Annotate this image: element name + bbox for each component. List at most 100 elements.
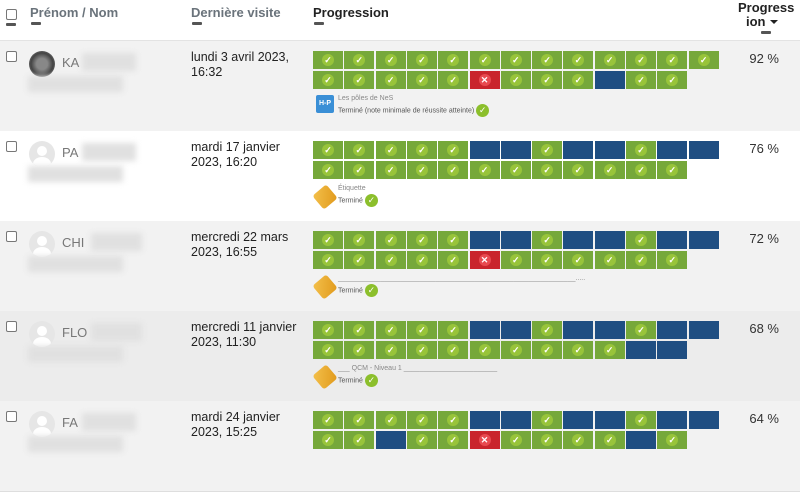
activity-cell-complete[interactable]: ✓	[500, 71, 531, 89]
activity-cell-complete[interactable]: ✓	[532, 51, 563, 69]
activity-cell-complete[interactable]: ✓	[344, 341, 375, 359]
activity-cell-complete[interactable]: ✓	[469, 161, 500, 179]
activity-cell-complete[interactable]: ✓	[563, 341, 594, 359]
activity-cell-complete[interactable]: ✓	[532, 341, 563, 359]
sort-last-visit[interactable]: Dernière visite	[191, 5, 281, 20]
activity-cell-complete[interactable]: ✓	[375, 251, 406, 269]
activity-cell-complete[interactable]: ✓	[626, 231, 656, 249]
collapse-icon[interactable]	[6, 23, 16, 26]
activity-cell-incomplete[interactable]	[594, 411, 625, 429]
student-name[interactable]: FA	[62, 415, 78, 430]
avatar[interactable]	[29, 321, 55, 347]
sort-percent[interactable]: Progress	[738, 0, 795, 15]
activity-cell-complete[interactable]: ✓	[626, 161, 656, 179]
activity-cell-complete[interactable]: ✓	[500, 161, 531, 179]
row-checkbox[interactable]	[6, 51, 17, 62]
row-checkbox[interactable]	[6, 231, 17, 242]
activity-cell-complete[interactable]: ✓	[313, 51, 343, 69]
activity-cell-incomplete[interactable]	[626, 431, 656, 449]
activity-cell-complete[interactable]: ✓	[657, 431, 688, 449]
activity-cell-complete[interactable]: ✓	[532, 251, 563, 269]
activity-cell-complete[interactable]: ✓	[563, 431, 594, 449]
activity-cell-complete[interactable]: ✓	[500, 51, 531, 69]
activity-cell-complete[interactable]: ✓	[313, 411, 343, 429]
activity-cell-incomplete[interactable]	[563, 141, 594, 159]
activity-cell-complete[interactable]: ✓	[438, 141, 469, 159]
student-name[interactable]: CHI	[62, 235, 85, 250]
activity-cell-incomplete[interactable]	[563, 321, 594, 339]
activity-cell-complete[interactable]: ✓	[438, 161, 469, 179]
activity-cell-complete[interactable]: ✓	[438, 341, 469, 359]
activity-cell-complete[interactable]: ✓	[375, 71, 406, 89]
activity-cell-incomplete[interactable]	[469, 411, 500, 429]
activity-cell-incomplete[interactable]	[657, 141, 688, 159]
activity-cell-complete[interactable]: ✓	[344, 231, 375, 249]
activity-cell-complete[interactable]: ✓	[594, 161, 625, 179]
activity-cell-complete[interactable]: ✓	[406, 231, 437, 249]
activity-cell-complete[interactable]: ✓	[313, 71, 343, 89]
activity-cell-complete[interactable]: ✓	[626, 141, 656, 159]
activity-cell-complete[interactable]: ✓	[375, 321, 406, 339]
activity-cell-complete[interactable]: ✓	[344, 411, 375, 429]
activity-cell-failed[interactable]: ✕	[469, 251, 500, 269]
student-name[interactable]: FLO	[62, 325, 88, 340]
activity-cell-complete[interactable]: ✓	[438, 411, 469, 429]
activity-cell-complete[interactable]: ✓	[313, 431, 343, 449]
activity-cell-complete[interactable]: ✓	[344, 251, 375, 269]
activity-cell-complete[interactable]: ✓	[313, 251, 343, 269]
activity-cell-incomplete[interactable]	[688, 231, 719, 249]
activity-cell-complete[interactable]: ✓	[657, 161, 688, 179]
sort-percent-cont[interactable]: ion	[746, 14, 766, 29]
activity-cell-complete[interactable]: ✓	[594, 341, 625, 359]
activity-cell-complete[interactable]: ✓	[344, 141, 375, 159]
activity-cell-complete[interactable]: ✓	[375, 231, 406, 249]
activity-cell-complete[interactable]: ✓	[532, 161, 563, 179]
activity-cell-complete[interactable]: ✓	[626, 51, 656, 69]
activity-cell-failed[interactable]: ✕	[469, 431, 500, 449]
activity-cell-complete[interactable]: ✓	[657, 71, 688, 89]
activity-cell-complete[interactable]: ✓	[657, 251, 688, 269]
select-all-checkbox[interactable]	[6, 9, 17, 20]
row-checkbox[interactable]	[6, 141, 17, 152]
collapse-icon[interactable]	[761, 31, 771, 34]
activity-cell-complete[interactable]: ✓	[313, 341, 343, 359]
activity-cell-incomplete[interactable]	[500, 231, 531, 249]
activity-cell-incomplete[interactable]	[657, 231, 688, 249]
activity-cell-complete[interactable]: ✓	[469, 341, 500, 359]
activity-cell-complete[interactable]: ✓	[594, 431, 625, 449]
student-name[interactable]: KA	[62, 55, 80, 70]
activity-cell-complete[interactable]: ✓	[406, 411, 437, 429]
activity-cell-complete[interactable]: ✓	[532, 321, 563, 339]
activity-cell-complete[interactable]: ✓	[313, 141, 343, 159]
activity-cell-complete[interactable]: ✓	[406, 251, 437, 269]
activity-cell-incomplete[interactable]	[657, 341, 688, 359]
activity-cell-complete[interactable]: ✓	[563, 251, 594, 269]
avatar[interactable]	[29, 231, 55, 257]
activity-cell-incomplete[interactable]	[688, 321, 719, 339]
activity-cell-complete[interactable]: ✓	[532, 431, 563, 449]
activity-cell-complete[interactable]: ✓	[594, 51, 625, 69]
activity-cell-complete[interactable]: ✓	[313, 321, 343, 339]
activity-cell-incomplete[interactable]	[563, 411, 594, 429]
activity-cell-incomplete[interactable]	[594, 141, 625, 159]
activity-cell-complete[interactable]: ✓	[438, 231, 469, 249]
activity-cell-complete[interactable]: ✓	[438, 251, 469, 269]
activity-cell-complete[interactable]: ✓	[406, 341, 437, 359]
activity-cell-complete[interactable]: ✓	[532, 231, 563, 249]
activity-cell-complete[interactable]: ✓	[406, 161, 437, 179]
activity-cell-complete[interactable]: ✓	[688, 51, 719, 69]
activity-cell-complete[interactable]: ✓	[344, 321, 375, 339]
avatar[interactable]	[29, 51, 55, 77]
activity-cell-complete[interactable]: ✓	[532, 411, 563, 429]
activity-cell-complete[interactable]: ✓	[532, 141, 563, 159]
activity-cell-complete[interactable]: ✓	[594, 251, 625, 269]
activity-cell-complete[interactable]: ✓	[438, 431, 469, 449]
avatar[interactable]	[29, 411, 55, 437]
activity-cell-complete[interactable]: ✓	[406, 51, 437, 69]
collapse-icon[interactable]	[31, 22, 41, 25]
activity-cell-incomplete[interactable]	[594, 71, 625, 89]
activity-cell-failed[interactable]: ✕	[469, 71, 500, 89]
activity-cell-complete[interactable]: ✓	[344, 161, 375, 179]
activity-cell-complete[interactable]: ✓	[406, 141, 437, 159]
activity-cell-complete[interactable]: ✓	[344, 431, 375, 449]
